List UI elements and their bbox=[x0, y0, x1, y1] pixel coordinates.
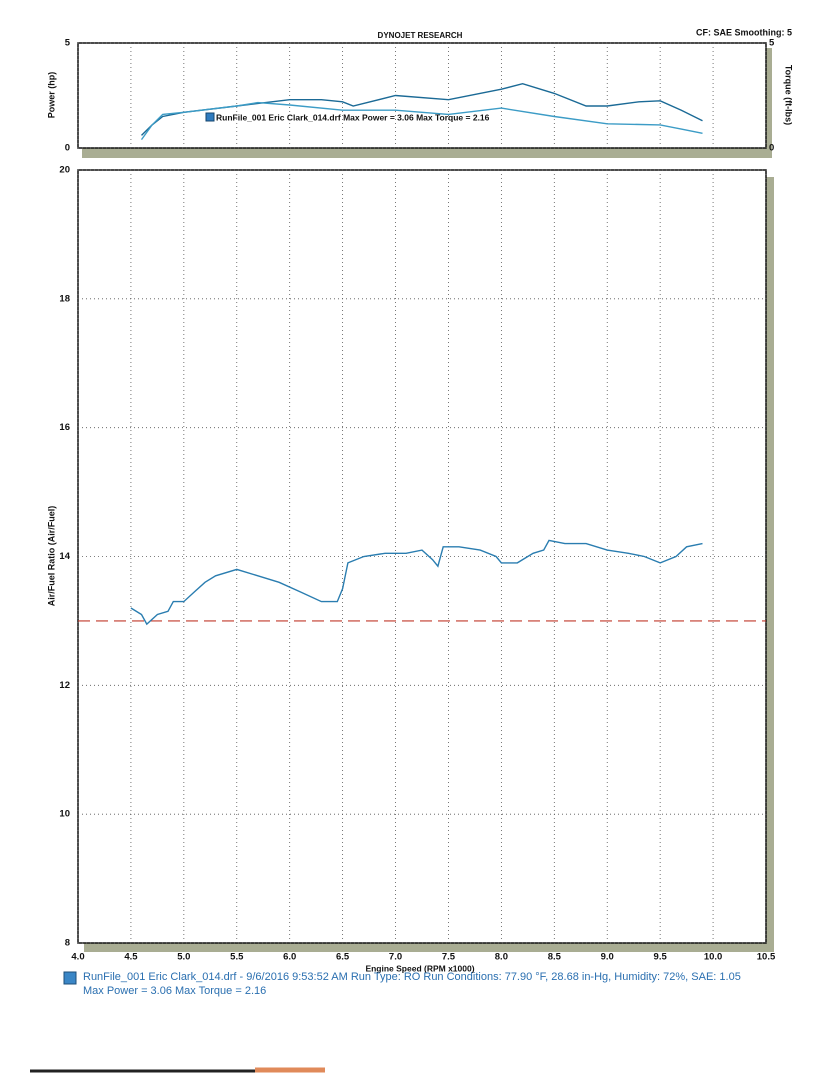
chart-title: DYNOJET RESEARCH bbox=[378, 31, 463, 40]
y2-axis-label: Torque (ft-lbs) bbox=[784, 65, 794, 125]
x-axis-label: Engine Speed (RPM x1000) bbox=[365, 963, 474, 973]
x-tick-label: 7.0 bbox=[389, 952, 402, 963]
legend-swatch bbox=[205, 112, 215, 122]
x-tick-label: 4.5 bbox=[124, 952, 138, 963]
y-tick-label: 5 bbox=[65, 38, 71, 49]
y2-tick-label: 5 bbox=[769, 38, 775, 49]
data-line bbox=[140, 101, 703, 141]
footer-line: RunFile_001 Eric Clark_014.drf - 9/6/201… bbox=[83, 971, 741, 983]
y-tick-label: 10 bbox=[59, 809, 70, 820]
x-tick-label: 8.5 bbox=[548, 952, 562, 963]
x-tick-label: 10.5 bbox=[757, 952, 776, 963]
x-tick-label: 8.0 bbox=[495, 952, 508, 963]
y2-tick-label: 0 bbox=[769, 143, 774, 154]
y-tick-label: 20 bbox=[59, 165, 70, 176]
x-tick-label: 4.0 bbox=[71, 952, 84, 963]
y-tick-label: 18 bbox=[59, 293, 70, 304]
y-tick-label: 14 bbox=[59, 551, 70, 562]
y-axis-label: Power (hp) bbox=[46, 72, 56, 119]
x-tick-label: 9.5 bbox=[654, 952, 668, 963]
top-frame bbox=[77, 42, 767, 149]
x-tick-label: 5.0 bbox=[177, 952, 190, 963]
y-tick-label: 8 bbox=[65, 938, 70, 949]
x-tick-label: 6.0 bbox=[283, 952, 296, 963]
y-tick-label: 0 bbox=[65, 143, 70, 154]
x-tick-label: 7.5 bbox=[442, 952, 456, 963]
x-tick-label: 10.0 bbox=[704, 952, 723, 963]
legend-text: RunFile_001 Eric Clark_014.drf Max Power… bbox=[216, 112, 490, 122]
x-tick-label: 5.5 bbox=[230, 952, 244, 963]
data-line bbox=[130, 539, 703, 626]
footer-line: Max Power = 3.06 Max Torque = 2.16 bbox=[83, 985, 266, 997]
y-tick-label: 12 bbox=[59, 680, 70, 691]
settings-note: CF: SAE Smoothing: 5 bbox=[696, 27, 792, 37]
footer-swatch bbox=[63, 971, 77, 985]
x-tick-label: 9.0 bbox=[601, 952, 614, 963]
x-tick-label: 6.5 bbox=[336, 952, 350, 963]
y-tick-label: 16 bbox=[59, 422, 70, 433]
y-axis-label: Air/Fuel Ratio (Air/Fuel) bbox=[46, 506, 56, 607]
